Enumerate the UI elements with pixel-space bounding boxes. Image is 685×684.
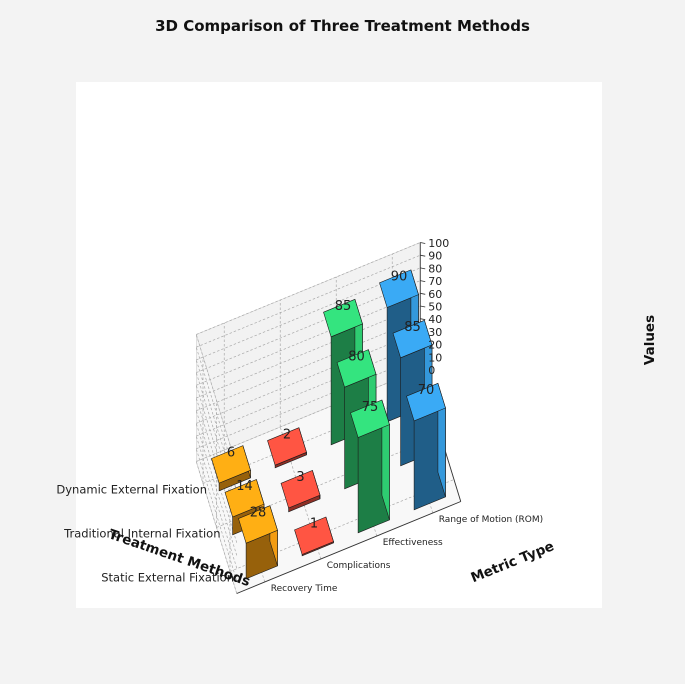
z-tick-label: 90 bbox=[428, 250, 442, 263]
z-tick-label: 100 bbox=[428, 237, 449, 250]
z-tick bbox=[420, 318, 426, 321]
data-label: 75 bbox=[362, 400, 379, 415]
x-tick-label: Static External Fixation bbox=[101, 571, 234, 585]
data-label: 28 bbox=[250, 505, 267, 520]
z-tick-label: 80 bbox=[428, 262, 442, 275]
z-tick bbox=[420, 267, 426, 270]
z-tick-label: 70 bbox=[428, 275, 442, 288]
z-tick-label: 60 bbox=[428, 288, 442, 301]
z-tick-label: 30 bbox=[428, 326, 442, 339]
data-label: 3 bbox=[296, 470, 304, 485]
bar-top-face bbox=[211, 445, 251, 484]
z-tick bbox=[420, 254, 426, 257]
x-tick-label: Dynamic External Fixation bbox=[56, 483, 207, 497]
z-tick-label: 10 bbox=[428, 351, 442, 364]
data-label: 85 bbox=[404, 320, 421, 335]
bar bbox=[238, 505, 278, 580]
bar-top-face bbox=[238, 505, 278, 544]
data-label: 2 bbox=[283, 427, 291, 442]
bar-top-face bbox=[267, 427, 307, 466]
bar bbox=[294, 516, 334, 557]
data-label: 14 bbox=[236, 479, 253, 494]
z-axis-title: Values bbox=[642, 315, 658, 365]
data-label: 6 bbox=[227, 445, 235, 460]
bar bbox=[267, 427, 307, 469]
bar-top-face bbox=[280, 469, 321, 509]
bar bbox=[280, 469, 321, 513]
bar bbox=[211, 445, 251, 492]
z-tick bbox=[420, 280, 426, 282]
bar bbox=[350, 399, 390, 534]
data-label: 90 bbox=[391, 270, 408, 285]
x-tick-label: Traditional Internal Fixation bbox=[63, 527, 220, 541]
grid-line bbox=[195, 448, 238, 581]
y-tick-label: Complications bbox=[327, 561, 391, 571]
z-tick-label: 50 bbox=[428, 301, 442, 314]
y-tick-label: Range of Motion (ROM) bbox=[439, 515, 543, 525]
z-tick bbox=[420, 292, 426, 295]
bar-top-face bbox=[336, 349, 377, 388]
z-tick-label: 0 bbox=[428, 364, 435, 377]
bar-top-face bbox=[379, 269, 419, 308]
z-tick-label: 20 bbox=[428, 339, 442, 352]
bar-top-face bbox=[224, 479, 265, 518]
z-tick bbox=[420, 242, 426, 244]
data-label: 85 bbox=[335, 299, 352, 314]
bar-top-face bbox=[350, 399, 390, 438]
bar-top-face bbox=[323, 298, 363, 338]
bar-top-face bbox=[392, 319, 433, 359]
y-tick-label: Recovery Time bbox=[271, 584, 338, 594]
bar bbox=[406, 382, 446, 511]
bar-top-face bbox=[406, 382, 446, 422]
data-label: 80 bbox=[348, 349, 365, 364]
x-axis-line bbox=[236, 501, 461, 594]
grid-line bbox=[195, 435, 238, 569]
y-tick-label: Effectiveness bbox=[383, 538, 443, 548]
y-axis-title: Metric Type bbox=[469, 538, 557, 586]
data-label: 70 bbox=[418, 383, 435, 398]
chart-title: 3D Comparison of Three Treatment Methods bbox=[155, 17, 530, 35]
z-tick-label: 40 bbox=[428, 313, 442, 326]
bar-group bbox=[211, 269, 446, 580]
z-tick bbox=[420, 305, 426, 308]
data-label: 1 bbox=[310, 517, 318, 532]
bar-top-face bbox=[294, 516, 334, 555]
